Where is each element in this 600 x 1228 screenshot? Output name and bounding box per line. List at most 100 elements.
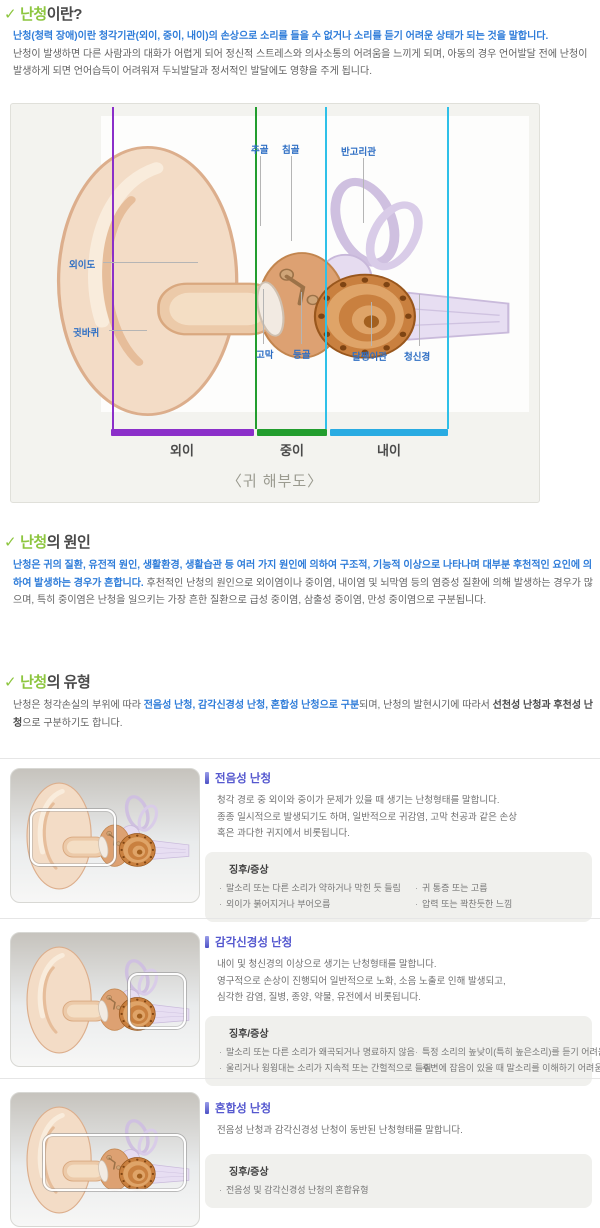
symptom-item: · 귀 통증 또는 고름 — [415, 880, 582, 896]
causes-paragraph: 난청은 귀의 질환, 유전적 원인, 생활환경, 생활습관 등 여러 가지 원인… — [13, 557, 598, 610]
label-stapes: 등골 — [293, 350, 311, 361]
conductive-ear-thumbnail — [10, 768, 200, 903]
symptom-column-right: · 귀 통증 또는 고름 · 압력 또는 꽉찬듯한 느낌 — [415, 880, 582, 912]
symptom-text: 특정 소리의 높낮이(특히 높은소리)를 듣기 어려움 — [422, 1046, 600, 1057]
desc-line: 혹은 과다한 귀지에서 비롯됩니다. — [217, 828, 350, 840]
intro-lead-text: 난청(청력 장애)이란 청각기관(외이, 중이, 내이)의 손상으로 소리를 들… — [13, 31, 549, 42]
symptom-box: 징후/증상 · 말소리 또는 다른 소리가 왜곡되거나 명료하지 않음 · 울리거나… — [205, 1015, 600, 1087]
symptom-box: 징후/증상 · 전음성 및 감각신경성 난청의 혼합유형 — [205, 1153, 592, 1208]
card-divider — [0, 1078, 600, 1079]
intro-paragraph: 난청(청력 장애)이란 청각기관(외이, 중이, 내이)의 손상으로 소리를 들… — [13, 28, 598, 81]
symptom-item: · 말소리 또는 다른 소리가 왜곡되거나 명료하지 않음 — [219, 1044, 415, 1060]
desc-line: 청각 경로 중 외이와 중이가 문제가 있을 때 생기는 난청형태를 말합니다. — [217, 795, 500, 806]
symptom-column-left: · 말소리 또는 다른 소리가 왜곡되거나 명료하지 않음 · 울리거나 윙윙대는 … — [219, 1044, 431, 1076]
ear-illustration-svg — [39, 132, 517, 430]
pinna-leader-line — [109, 330, 147, 331]
types-paragraph: 난청은 청각손실의 부위에 따라 전음성 난청, 감각신경성 난청, 혼합성 난… — [13, 697, 598, 732]
auditory-nerve-leader-line — [419, 294, 420, 346]
label-auditory-nerve: 청신경 — [404, 352, 431, 363]
symptom-column-right: · 특정 소리의 높낮이(특히 높은소리)를 듣기 어려움 · 주변에 잡음이 있을… — [415, 1044, 600, 1076]
desc-line: 영구적으로 손상이 진행되어 일반적으로 노화, 소음 노출로 인해 발생되고, — [217, 975, 506, 987]
symptom-item: · 전음성 및 감각신경성 난청의 혼합유형 — [219, 1182, 415, 1198]
bullet-icon: · — [415, 882, 419, 893]
label-semicircular-canal: 반고리관 — [341, 147, 376, 158]
label-ear-canal: 외이도 — [69, 260, 96, 271]
card-description: 청각 경로 중 외이와 중이가 문제가 있을 때 생기는 난청형태를 말합니다.… — [217, 793, 592, 843]
label-cochlea: 달팽이관 — [352, 352, 387, 363]
types-intro-2: 되며, 난청의 발현시기에 따라서 — [359, 700, 493, 711]
card-conductive-hearing-loss: 전음성 난청 청각 경로 중 외이와 중이가 문제가 있을 때 생기는 난청형태… — [0, 764, 600, 923]
symptom-item: · 말소리 또는 다른 소리가 약하거나 막힌 듯 들림 — [219, 880, 415, 896]
desc-line: 내이 및 청신경의 이상으로 생기는 난청형태를 말합니다. — [217, 959, 437, 970]
title-bar-icon — [205, 1102, 209, 1114]
card-description: 내이 및 청신경의 이상으로 생기는 난청형태를 말합니다. 영구적으로 손상이… — [217, 957, 592, 1007]
card-title-sensorineural: 감각신경성 난청 — [205, 934, 592, 950]
section-title-rest: 의 유형 — [46, 674, 91, 691]
section-title-rest: 의 원인 — [46, 534, 91, 551]
highlight-inner-ear — [128, 973, 186, 1029]
card-title-conductive: 전음성 난청 — [205, 770, 592, 786]
middle-ear-guideline — [255, 107, 257, 429]
symptom-item: · 압력 또는 꽉찬듯한 느낌 — [415, 896, 582, 912]
symptom-item: · 울리거나 윙윙대는 소리가 지속적 또는 간헐적으로 들림 — [219, 1060, 431, 1076]
symptom-heading: 징후/증상 — [229, 864, 269, 876]
sensorineural-ear-thumbnail — [10, 932, 200, 1067]
check-icon: ✓ — [4, 6, 17, 23]
symptom-text: 외이가 붉어지거나 부어오름 — [226, 899, 331, 910]
bullet-icon: · — [219, 899, 222, 910]
bullet-icon: · — [415, 1046, 419, 1057]
symptom-text: 귀 통증 또는 고름 — [422, 882, 488, 893]
desc-line: 종종 일시적으로 발생되기도 하며, 일반적으로 귀감염, 고막 천공과 같은 … — [217, 811, 517, 823]
outer-ear-guideline — [112, 107, 114, 429]
title-bar-icon — [205, 772, 209, 784]
card-sensorineural-hearing-loss: 감각신경성 난청 내이 및 청신경의 이상으로 생기는 난청형태를 말합니다. … — [0, 924, 600, 1087]
semicircular-leader-line — [363, 158, 364, 223]
incus-leader-line — [291, 156, 292, 241]
symptom-heading: 징후/증상 — [229, 1166, 269, 1178]
bullet-icon: · — [219, 882, 222, 893]
symptom-column-right — [415, 1182, 582, 1198]
bullet-icon: · — [219, 1184, 222, 1195]
section-title-types: ✓ 난청의 유형 — [4, 671, 91, 692]
card-title-text: 감각신경성 난청 — [215, 937, 293, 949]
check-icon: ✓ — [4, 674, 17, 691]
causes-body-text: 후천적인 난청의 원인으로 외이염이나 중이염, 내이염 및 뇌막염 등의 염증… — [13, 577, 593, 607]
symptom-heading: 징후/증상 — [229, 1028, 269, 1040]
outer-ear-region-bar — [111, 429, 254, 436]
region-label-middle-ear: 중이 — [280, 443, 304, 458]
ear-canal-leader-line — [103, 262, 198, 263]
bullet-icon: · — [415, 1063, 419, 1074]
section-title-causes: ✓ 난청의 원인 — [4, 531, 91, 552]
middle-ear-region-bar — [257, 429, 327, 436]
card-description: 전음성 난청과 감각신경성 난청이 동반된 난청형태를 말합니다. — [217, 1123, 592, 1140]
malleus-leader-line — [260, 156, 261, 226]
region-label-outer-ear: 외이 — [170, 443, 194, 458]
symptom-item: · 외이가 붉어지거나 부어오름 — [219, 896, 415, 912]
causes-lead-text: 난청은 귀의 질환, 유전적 원인, 생활환경, 생활습관 등 여러 가지 원인… — [13, 560, 593, 589]
region-label-inner-ear: 내이 — [377, 443, 401, 458]
card-title-mixed: 혼합성 난청 — [205, 1100, 592, 1116]
card-divider — [0, 918, 600, 919]
title-bar-icon — [205, 936, 209, 948]
section-title-green: 난청 — [20, 534, 47, 551]
stapes-leader-line — [301, 292, 302, 344]
highlight-outer-middle-ear — [30, 809, 116, 866]
card-title-text: 전음성 난청 — [215, 773, 272, 785]
card-mixed-hearing-loss: 혼합성 난청 전음성 난청과 감각신경성 난청이 동반된 난청형태를 말합니다.… — [0, 1084, 600, 1228]
section-title-rest: 이란? — [46, 6, 83, 23]
highlight-middle-inner-ear — [43, 1134, 186, 1191]
check-icon: ✓ — [4, 534, 17, 551]
ear-illustration — [39, 132, 517, 430]
label-pinna: 귓바퀴 — [73, 328, 100, 339]
section-title-green: 난청 — [20, 6, 47, 23]
types-intro-bold: 선천성 난청과 후천성 난청 — [13, 700, 593, 729]
bullet-icon: · — [415, 899, 419, 910]
symptom-item: · 주변에 잡음이 있을 때 말소리를 이해하기 어려움 — [415, 1060, 600, 1076]
eardrum-leader-line — [263, 289, 264, 344]
symptom-text: 압력 또는 꽉찬듯한 느낌 — [422, 899, 513, 910]
inner-ear-region-bar — [330, 429, 448, 436]
symptom-text: 울리거나 윙윙대는 소리가 지속적 또는 간헐적으로 들림 — [226, 1063, 432, 1074]
symptom-text: 주변에 잡음이 있을 때 말소리를 이해하기 어려움 — [422, 1063, 600, 1074]
intro-body-text: 난청이 발생하면 다른 사람과의 대화가 어렵게 되어 정신적 스트레스와 의사… — [13, 48, 588, 78]
